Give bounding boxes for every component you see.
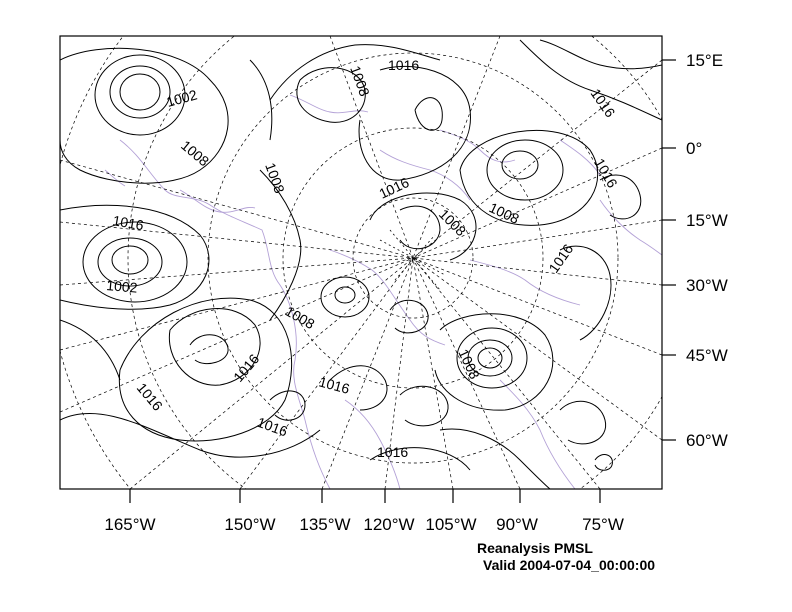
contour-label: 1008 [455,347,483,382]
contour-label: 1016 [377,174,412,202]
map-frame [59,35,663,490]
x-tick-label: 75°W [582,515,624,534]
x-tick-label: 165°W [104,515,155,534]
y-tick-label: 45°W [686,346,728,365]
y-tick-label: 15°E [686,51,723,70]
contour-label: 1002 [106,277,139,296]
contour-labels: 1002 1008 1008 1016 1016 1008 1016 1008 … [106,57,621,460]
contour-label: 1008 [436,206,469,239]
contour-label: 1016 [111,212,145,233]
contour-label: 1016 [134,380,166,414]
y-tick-label: 60°W [686,431,728,450]
y-axis-labels: 15°E 0° 15°W 30°W 45°W 60°W [686,51,728,450]
y-tick-label: 15°W [686,211,728,230]
x-tick-label: 135°W [299,515,350,534]
contour-label: 1016 [388,57,419,73]
contour-label: 1016 [255,414,290,440]
x-axis-labels: 165°W 150°W 135°W 120°W 105°W 90°W 75°W [104,515,623,534]
x-tick-label: 150°W [224,515,275,534]
contour-label: 1008 [487,199,522,227]
contour-label: 1016 [588,86,619,121]
y-tick-label: 0° [686,139,702,158]
y-axis [662,59,676,441]
x-tick-label: 120°W [363,515,414,534]
x-tick-label: 90°W [496,515,538,534]
contour-label: 1016 [317,373,351,397]
caption-valid-time: Valid 2004-07-04_00:00:00 [483,557,656,573]
x-axis [129,489,601,503]
contour-label: 1002 [165,86,199,110]
caption-title: Reanalysis PMSL [477,540,593,556]
x-tick-label: 105°W [425,515,476,534]
coastlines [104,94,662,489]
pole-dashes [379,229,446,291]
y-tick-label: 30°W [686,276,728,295]
contour-label: 1008 [262,161,288,196]
contour-label: 1008 [283,303,318,333]
contour-label-box [574,402,610,418]
pressure-contours [60,39,662,489]
contour-label: 1016 [377,444,408,460]
